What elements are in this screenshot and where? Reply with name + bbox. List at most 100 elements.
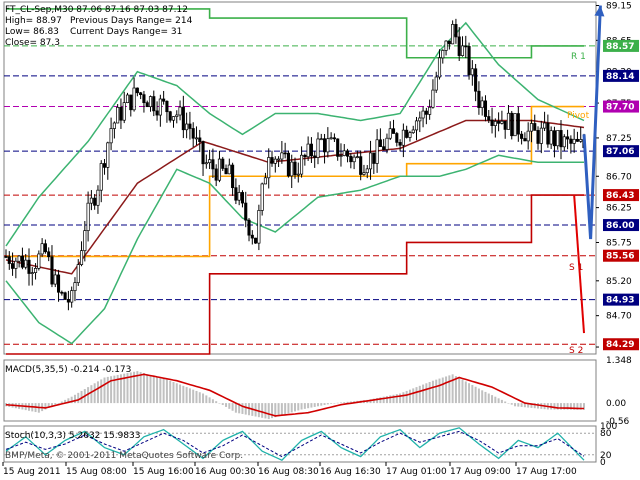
candle-body <box>290 161 294 177</box>
macd-y-tick-label: -0.56 <box>606 417 630 427</box>
macd-bar <box>303 403 306 409</box>
x-tick-label: 16 Aug 16:30 <box>320 467 381 477</box>
macd-bar <box>504 401 507 404</box>
macd-bar <box>514 403 517 407</box>
time-axis: 15 Aug 2011 15 Aug 08:00 15 Aug 16:00 16 Au… <box>2 462 577 477</box>
candle-body <box>434 76 438 91</box>
candle-body <box>273 158 277 164</box>
macd-bar <box>156 376 159 404</box>
macd-bar <box>231 403 234 411</box>
stoch-y-tick-label: 100 <box>600 422 617 432</box>
macd-bar <box>149 374 152 404</box>
macd-bar <box>343 402 346 404</box>
y-tick-label: 89.15 <box>606 1 632 11</box>
macd-bar <box>418 385 421 404</box>
candle-body <box>191 128 195 139</box>
macd-bar <box>202 393 205 404</box>
macd-bar <box>487 393 490 404</box>
macd-bar <box>389 395 392 404</box>
price-tag-box <box>603 293 639 306</box>
candle-body <box>89 197 93 204</box>
candle-body <box>510 112 514 137</box>
candle-body <box>142 94 146 104</box>
macd-bar <box>294 403 296 412</box>
macd-bar <box>234 403 237 413</box>
close-label: Close= 87.3 <box>5 38 60 48</box>
candle-body <box>70 290 74 303</box>
candle-body <box>444 40 448 51</box>
stoch-y-tick-label: 20 <box>600 451 612 461</box>
macd-panel-frame <box>3 359 597 422</box>
previous-days-range: Previous Days Range= 214 <box>70 16 193 26</box>
macd-bar <box>172 381 175 404</box>
candle-body <box>63 292 67 300</box>
price-tag-box <box>603 145 639 158</box>
candle-body <box>112 122 116 129</box>
candle-body <box>221 158 225 169</box>
candle-body <box>201 141 205 165</box>
candle-body <box>20 255 24 268</box>
candle-body <box>391 128 396 134</box>
macd-bar <box>152 375 155 404</box>
candle-body <box>506 112 511 130</box>
macd-bar <box>560 403 563 410</box>
macd-bar <box>438 378 441 404</box>
macd-bar <box>116 374 119 404</box>
macd-bar <box>192 389 195 404</box>
candle-body <box>27 259 31 274</box>
macd-bar <box>50 403 53 407</box>
pivot-line <box>6 105 584 258</box>
price-tag-box <box>603 69 639 82</box>
candle-body <box>86 202 90 232</box>
macd-bar <box>336 402 339 404</box>
candle-body <box>119 106 123 121</box>
price-tag-84.29: 84.29 <box>606 340 634 350</box>
macd-bar <box>326 403 329 405</box>
macd-bar <box>435 379 438 404</box>
price-tag-88.57: 88.57 <box>606 42 634 52</box>
candle-body <box>158 98 162 116</box>
candle-body <box>549 130 553 145</box>
macd-bar <box>484 391 487 404</box>
candle-body <box>421 110 425 119</box>
candle-body <box>566 136 570 140</box>
candle-body <box>418 117 422 122</box>
candle-body <box>263 177 267 185</box>
candle-body <box>211 159 215 170</box>
y-tick-label: 86.25 <box>606 204 632 214</box>
macd-bar <box>106 376 109 404</box>
macd-bar <box>119 374 122 404</box>
candle-body <box>93 197 97 206</box>
candle-body <box>181 106 185 131</box>
candle-body <box>231 164 235 189</box>
macd-bar <box>454 376 457 404</box>
macd-bar <box>44 403 47 410</box>
macd-bar <box>87 387 90 404</box>
stoch-panel-frame <box>3 425 597 463</box>
macd-bar <box>402 392 405 404</box>
candle-body <box>329 137 333 140</box>
candle-body <box>526 130 530 142</box>
r1-line <box>6 8 584 59</box>
candle-body <box>503 120 507 130</box>
candle-body <box>575 138 579 142</box>
macd-bar <box>103 377 106 404</box>
macd-bar <box>238 403 241 414</box>
macd-bar <box>60 401 63 404</box>
candle-body <box>30 272 34 274</box>
macd-bar <box>215 401 218 404</box>
macd-bar <box>208 397 211 404</box>
macd-bar <box>471 384 474 404</box>
price-tag-88.14: 88.14 <box>606 72 634 82</box>
macd-bar <box>566 403 569 410</box>
macd-bar <box>408 389 411 404</box>
candle-body <box>368 152 373 170</box>
candle-body <box>178 106 182 116</box>
candle-body <box>254 237 258 244</box>
macd-bar <box>500 399 503 404</box>
macd-bar <box>100 379 103 404</box>
macd-bar <box>533 403 536 409</box>
candle-body <box>490 119 494 126</box>
candle-body <box>441 50 445 59</box>
x-tick-label: 16 Aug 08:30 <box>258 467 319 477</box>
